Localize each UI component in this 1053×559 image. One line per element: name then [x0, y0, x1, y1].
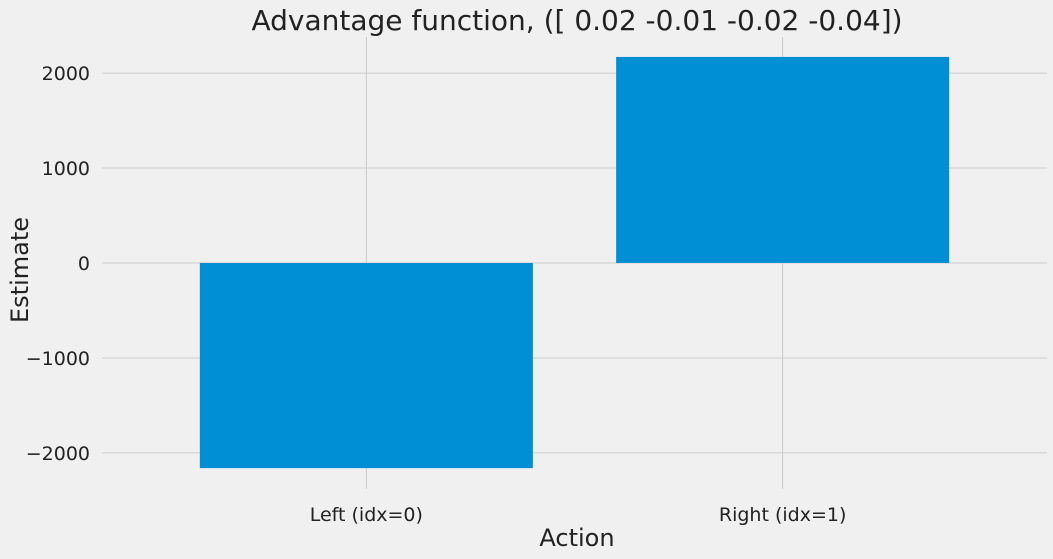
y-tick-label: −2000 — [26, 443, 90, 465]
x-tick-label: Left (idx=0) — [310, 504, 423, 526]
x-tick-label: Right (idx=1) — [719, 504, 847, 526]
bar-layer — [199, 56, 950, 469]
tick-label-layer: −2000 −1000 0 1000 2000 Left (idx=0) Right (id… — [26, 63, 847, 526]
y-tick-label: 0 — [78, 253, 90, 275]
chart-title: Advantage function, ([ 0.02 -0.01 -0.02 … — [251, 4, 902, 37]
y-axis-label: Estimate — [6, 217, 34, 323]
bar-left — [199, 263, 533, 469]
y-tick-label: −1000 — [26, 348, 90, 370]
bar-right — [616, 56, 950, 263]
y-tick-label: 2000 — [42, 63, 90, 85]
x-axis-label: Action — [539, 524, 614, 552]
y-tick-label: 1000 — [42, 158, 90, 180]
